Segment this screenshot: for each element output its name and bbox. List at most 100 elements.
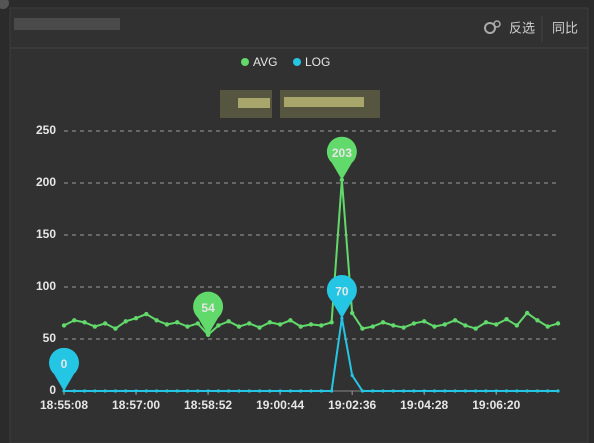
point (360, 326, 365, 331)
point (391, 389, 395, 393)
point (422, 319, 427, 324)
point (154, 318, 159, 323)
point (185, 324, 190, 329)
point (494, 389, 498, 393)
x-tick-label: 18:55:08 (40, 398, 88, 412)
point (474, 389, 478, 393)
point (443, 389, 447, 393)
point (268, 389, 272, 393)
point (349, 310, 355, 316)
point (515, 389, 519, 393)
y-tick-label: 250 (36, 123, 56, 137)
x-tick-label: 19:04:28 (400, 398, 448, 412)
point (82, 389, 87, 393)
point (123, 319, 128, 324)
point (463, 389, 467, 393)
point (442, 322, 447, 327)
panel (9, 7, 589, 443)
point (165, 389, 169, 393)
point (267, 320, 273, 325)
point (319, 389, 323, 393)
point (535, 318, 540, 323)
point (545, 324, 550, 329)
point (494, 322, 499, 327)
point (360, 389, 365, 393)
point (350, 373, 354, 377)
mark-label: 54 (201, 301, 215, 315)
legend-swatch (241, 58, 249, 66)
point (473, 326, 478, 331)
point (113, 326, 118, 331)
point (555, 321, 561, 326)
mark-pin (326, 275, 357, 319)
mark-pin (49, 347, 79, 391)
point (236, 324, 242, 329)
compare-button[interactable]: 同比 (552, 20, 578, 35)
y-tick-label: 100 (36, 279, 56, 293)
point (134, 389, 138, 393)
point (514, 323, 520, 328)
point (226, 319, 231, 324)
point (298, 324, 303, 329)
gear-icon[interactable] (484, 20, 501, 34)
point (329, 320, 334, 325)
point (102, 321, 108, 326)
point (206, 389, 210, 393)
point (412, 389, 416, 393)
point (164, 322, 170, 327)
point (277, 322, 283, 327)
mark-pin (193, 291, 224, 335)
mark-label: 0 (61, 357, 68, 371)
point (401, 325, 406, 330)
point (371, 389, 375, 393)
legend-swatch (293, 58, 301, 66)
y-tick-label: 150 (36, 227, 56, 241)
mark-pin (326, 136, 357, 180)
point (195, 321, 200, 326)
point (93, 389, 97, 393)
point (278, 389, 282, 393)
point (380, 320, 386, 325)
point (257, 389, 262, 393)
close-icon[interactable] (0, 0, 9, 9)
point (504, 317, 509, 322)
x-tick-label: 19:02:36 (328, 398, 376, 412)
point (299, 389, 303, 393)
point (196, 389, 200, 393)
point (61, 323, 67, 328)
point (288, 389, 293, 393)
point (144, 389, 148, 393)
x-tick-label: 18:58:52 (184, 398, 232, 412)
y-tick-label: 200 (36, 175, 56, 189)
point (453, 389, 457, 393)
point (257, 325, 262, 330)
point (484, 389, 488, 393)
point (524, 310, 530, 316)
point (247, 321, 252, 326)
point (133, 316, 139, 321)
point (381, 389, 385, 393)
point (391, 323, 396, 328)
point (175, 389, 179, 393)
point (216, 323, 221, 328)
x-tick-label: 19:06:20 (472, 398, 520, 412)
invert-button[interactable]: 反选 (509, 20, 535, 35)
point (72, 318, 77, 323)
point (92, 324, 98, 329)
y-tick-label: 50 (43, 331, 57, 345)
point (535, 389, 540, 393)
point (103, 389, 107, 393)
point (432, 389, 437, 393)
point (124, 389, 128, 393)
point (556, 389, 560, 393)
point (175, 320, 180, 325)
point (144, 311, 149, 317)
blurred-label (14, 18, 120, 30)
point (452, 318, 458, 323)
point (504, 389, 509, 393)
y-tick-label: 0 (49, 383, 56, 397)
x-tick-label: 19:00:44 (256, 398, 304, 412)
point (422, 389, 426, 393)
point (227, 389, 231, 393)
